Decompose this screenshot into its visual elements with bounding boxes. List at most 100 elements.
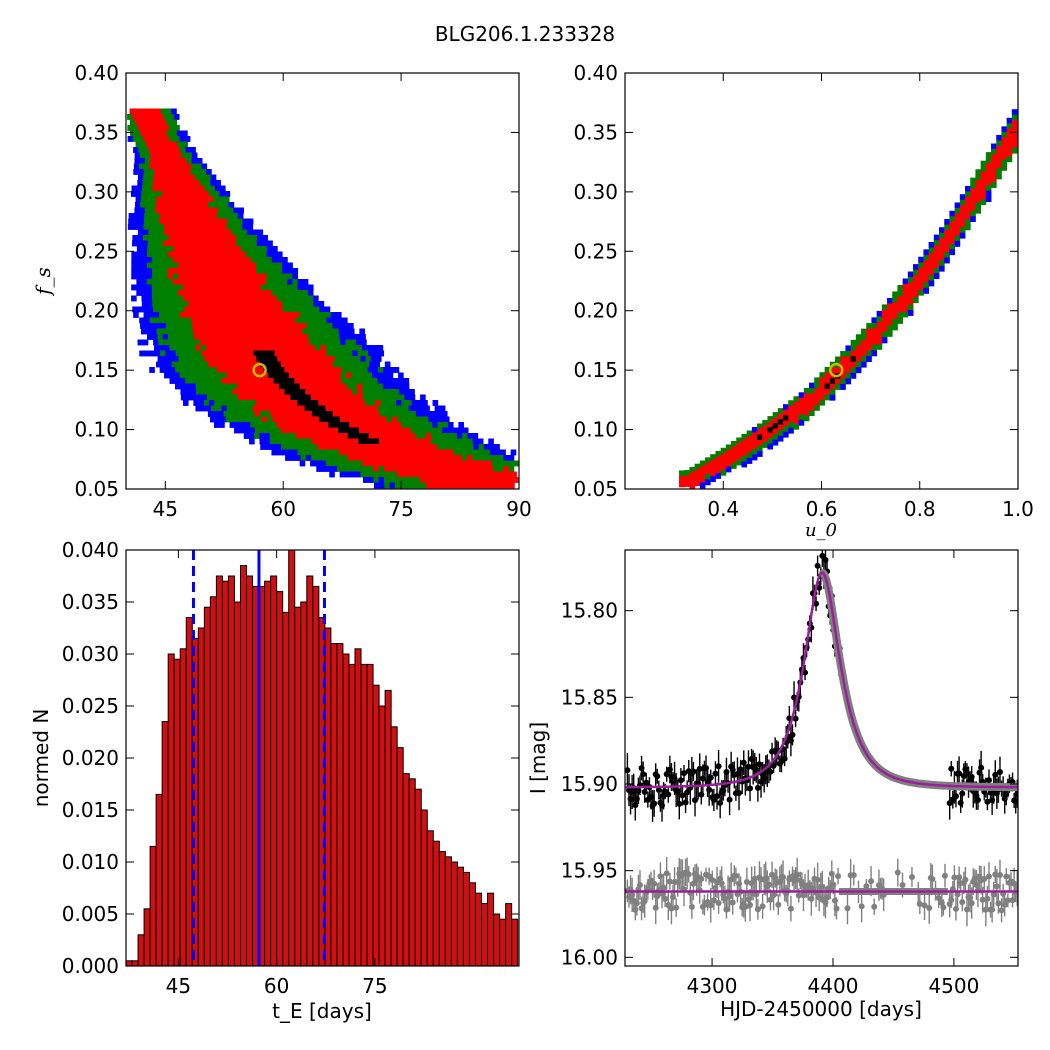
heatmap-cell [228,361,235,368]
heatmap-cell [302,290,309,296]
heatmap-cell [335,312,342,318]
heatmap-cell [355,416,362,423]
heatmap-cell [202,361,209,368]
heatmap-cell [271,301,278,307]
heatmap-cell [200,405,207,412]
heatmap-cell [330,378,337,384]
heatmap-cell [205,372,212,379]
data-point [676,800,683,807]
heatmap-cell [228,411,235,417]
residual-point [995,900,1002,907]
heatmap-cell [468,444,474,450]
heatmap-cell [261,284,267,291]
heatmap-cell [367,383,373,390]
heatmap-cell [271,279,278,285]
heatmap-cell [431,438,437,445]
heatmap-cell [347,466,354,472]
heatmap-cell [182,130,188,137]
heatmap-cell [281,328,287,335]
heatmap-cell [331,389,337,395]
heatmap-cell [311,433,317,439]
residual-point [863,883,870,890]
heatmap-cell [296,328,303,335]
heatmap-cell [153,306,159,313]
heatmap-cell [985,196,992,202]
heatmap-cell [196,389,202,395]
heatmap-cell [374,427,381,434]
heatmap-cell [892,313,898,320]
heatmap-cell [137,306,144,313]
heatmap-cell [503,455,510,461]
heatmap-cell [138,224,144,230]
heatmap-cell [168,235,175,241]
histogram-bar [155,793,163,967]
heatmap-cell [954,218,961,225]
heatmap-cell [482,477,489,483]
heatmap-cell [321,317,327,324]
heatmap-cell [388,460,394,467]
heatmap-cell [358,361,365,368]
heatmap-cell [985,163,992,169]
heatmap-cell [347,433,354,439]
heatmap-cell [130,130,136,137]
heatmap-cell [216,312,222,318]
histogram-bar [456,866,464,967]
heatmap-cell [385,449,392,456]
lightcurve-points [625,550,1018,927]
heatmap-cell [186,323,193,329]
heatmap-cell [278,372,285,379]
heatmap-cell [477,466,484,472]
heatmap-cell [239,361,245,368]
heatmap-cell [333,449,340,456]
heatmap-cell [783,415,789,422]
heatmap-cell [176,158,182,164]
heatmap-cell [183,279,189,285]
y-ticks: 0.0000.0050.0100.0150.0200.0250.0300.035… [62,538,519,978]
heatmap-cell [158,174,165,181]
heatmap-cell [335,345,342,351]
data-point [974,796,981,803]
heatmap-cell [209,295,215,302]
heatmap-cell [486,460,493,467]
heatmap-cell [482,466,489,472]
heatmap-cell [350,471,356,478]
heatmap-cell [263,345,269,351]
heatmap-cell [441,482,448,489]
heatmap-cell [710,470,716,477]
heatmap-cell [689,477,696,484]
heatmap-cell [367,378,373,384]
heatmap-cell [349,356,356,362]
heatmap-cell [488,482,494,489]
heatmap-cell [241,240,247,247]
heatmap-cell [151,196,157,203]
heatmap-cell [222,317,229,324]
heatmap-cell [415,466,421,472]
data-point [654,773,661,780]
heatmap-cell [360,356,366,362]
heatmap-cell [871,328,878,335]
heatmap-cell [949,238,956,245]
heatmap-cell [140,141,147,148]
heatmap-cell [172,328,178,335]
heatmap-cell [245,290,252,296]
heatmap-cell [127,125,133,131]
histogram-bar [342,653,350,967]
y-tick-label: 16.00 [561,945,618,969]
heatmap-cell [1006,123,1013,130]
heatmap-cell [777,430,784,437]
heatmap-cell [351,460,358,467]
heatmap-cell [741,455,748,462]
heatmap-cell [342,466,348,472]
heatmap-cell [256,273,262,280]
heatmap-cell [949,232,956,239]
heatmap-cell [881,320,888,327]
heatmap-cell [146,273,153,280]
heatmap-cell [251,416,258,423]
heatmap-cell [207,207,213,214]
heatmap-cell [309,372,316,379]
heatmap-cell [180,169,186,175]
heatmap-cell [299,312,306,318]
heatmap-cell [317,422,324,428]
heatmap-cell [378,466,385,472]
heatmap-cell [144,207,151,214]
